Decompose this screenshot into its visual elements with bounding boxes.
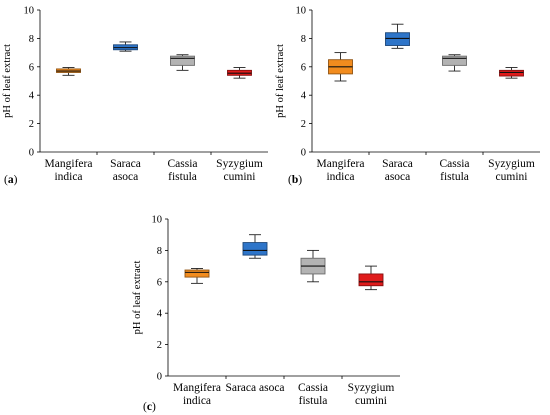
box-1 — [113, 41, 138, 52]
y-tick-label: 6 — [157, 277, 162, 288]
box-body — [184, 269, 210, 278]
category-label: Saraca asoca — [110, 158, 141, 183]
y-axis-label: pH of leaf extract — [275, 44, 286, 118]
category-label: Mangifera indica — [317, 158, 365, 183]
box-body — [499, 69, 524, 77]
chart-panel-c: 0 2 4 6 8 10 pH of leaf extract Mangifera indica… — [132, 215, 400, 413]
y-tick-label: 6 — [29, 62, 34, 73]
box-2 — [170, 54, 195, 71]
category-label: Syzygium cumini — [488, 158, 535, 183]
category-label: Syzygium cumini — [348, 382, 395, 407]
category-label: Mangifera indica — [173, 382, 221, 407]
category-label: Cassia fistula — [439, 158, 469, 183]
box-body — [170, 55, 195, 66]
category-label: Cassia fistula — [298, 382, 328, 407]
box-body — [442, 55, 467, 66]
box-body — [242, 242, 268, 256]
y-tick-label: 8 — [301, 34, 306, 45]
y-tick-label: 0 — [157, 372, 162, 383]
y-tick-label: 8 — [157, 246, 162, 257]
y-tick-label: 4 — [157, 309, 163, 320]
y-axis-label: pH of leaf extract — [132, 261, 143, 335]
chart-panel-a: 0 2 4 6 8 10 pH of leaf extract Mangifera indica… — [2, 6, 268, 186]
category-label: Cassia fistula — [167, 158, 197, 183]
panel-label: (c) — [143, 401, 156, 413]
y-tick-label: 4 — [29, 91, 35, 102]
y-tick-label: 10 — [152, 215, 163, 226]
y-tick-label: 0 — [301, 148, 306, 159]
y-tick-label: 2 — [301, 119, 306, 130]
y-tick-label: 10 — [296, 6, 307, 17]
box-1 — [385, 23, 410, 49]
box-0 — [56, 67, 81, 76]
y-tick-label: 2 — [29, 119, 34, 130]
box-body — [358, 273, 384, 287]
box-0 — [184, 268, 210, 284]
box-0 — [328, 52, 353, 82]
y-tick-label: 4 — [301, 91, 307, 102]
box-body — [385, 32, 410, 46]
category-label: Saraca asoca — [382, 158, 413, 183]
box-2 — [300, 249, 326, 283]
box-3 — [358, 265, 384, 291]
category-label: Mangifera indica — [45, 158, 93, 183]
box-2 — [442, 54, 467, 72]
y-tick-label: 10 — [24, 6, 35, 17]
panel-label: (a) — [4, 174, 18, 186]
category-label: Syzygium cumini — [216, 158, 263, 183]
panel-label: (b) — [288, 174, 302, 186]
y-tick-label: 2 — [157, 340, 162, 351]
box-3 — [227, 67, 252, 79]
y-tick-label: 0 — [29, 148, 34, 159]
y-tick-label: 6 — [301, 62, 306, 73]
y-axis-label: pH of leaf extract — [2, 44, 13, 118]
y-tick-label: 8 — [29, 34, 34, 45]
box-1 — [242, 234, 268, 259]
box-3 — [499, 67, 524, 79]
chart-panel-b: 0 2 4 6 8 10 pH of leaf extract Mangifera indica… — [275, 6, 540, 186]
category-label: Saraca asoca — [225, 382, 284, 394]
